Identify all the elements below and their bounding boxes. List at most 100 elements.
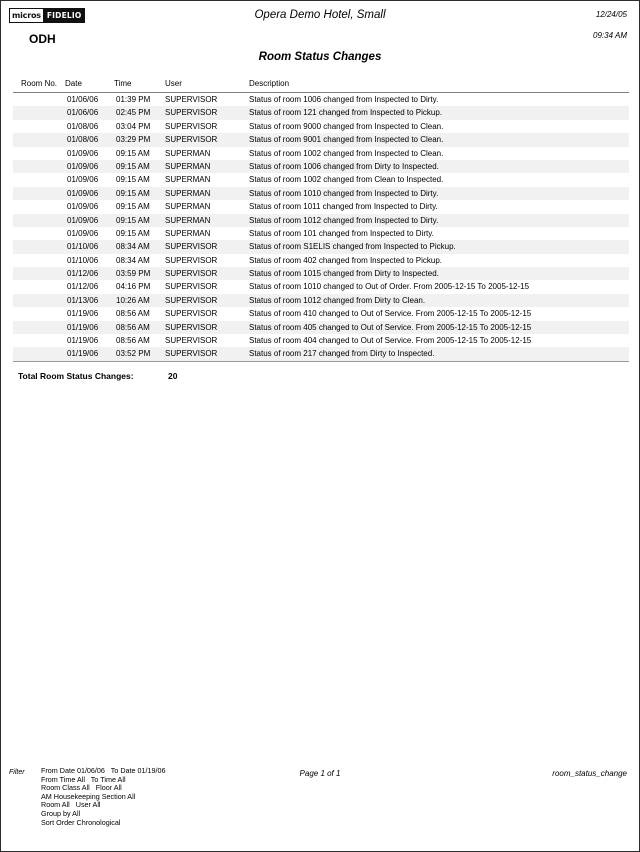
table-row: 01/12/06 03:59 PM SUPERVISOR Status of room… xyxy=(13,267,629,281)
time-cell: 02:45 PM xyxy=(116,108,151,118)
user-cell: SUPERMAN xyxy=(165,161,211,171)
user-cell: SUPERVISOR xyxy=(165,309,218,319)
page-title: Room Status Changes xyxy=(258,51,382,63)
table-row: 01/08/06 03:04 PM SUPERVISOR Status of room… xyxy=(13,120,629,133)
table-row: 01/09/06 09:15 AM SUPERMAN Status of room 1… xyxy=(13,200,629,213)
date-cell: 01/09/06 xyxy=(67,148,99,158)
user-cell: SUPERMAN xyxy=(165,148,211,158)
table-row: 01/10/06 08:34 AM SUPERVISOR Status of room… xyxy=(13,240,629,254)
time-cell: 01:39 PM xyxy=(116,95,151,104)
time-cell: 08:56 AM xyxy=(116,309,150,319)
time-cell: 09:15 AM xyxy=(116,202,150,212)
description-cell: Status of room 1010 changed to Out of Or… xyxy=(249,282,530,292)
report-id: room_status_change xyxy=(552,769,627,778)
table-row: 01/06/06 02:45 PM SUPERVISOR Status of room… xyxy=(13,106,629,120)
table-row: 01/09/06 09:15 AM SUPERMAN Status of room 1… xyxy=(13,227,629,240)
description-cell: Status of room 404 changed to Out of Ser… xyxy=(249,336,532,346)
table-header-row: Room No. Date Time User Description xyxy=(13,79,629,93)
time-cell: 08:56 AM xyxy=(116,336,150,346)
table-row: 01/19/06 08:56 AM SUPERVISOR Status of room… xyxy=(13,307,629,320)
user-cell: SUPERVISOR xyxy=(165,121,218,131)
user-cell: SUPERMAN xyxy=(165,188,211,198)
table-row: 01/09/06 09:15 AM SUPERMAN Status of room 1… xyxy=(13,147,629,160)
description-cell: Status of room 1012 changed from Dirty t… xyxy=(249,295,426,305)
filter-line: Room All User All xyxy=(41,800,101,810)
description-cell: Status of room 1002 changed from Inspect… xyxy=(249,148,444,158)
table-row: 01/09/06 09:15 AM SUPERMAN Status of room 1… xyxy=(13,173,629,186)
table-row: 01/12/06 04:16 PM SUPERVISOR Status of room… xyxy=(13,280,629,293)
page-number: Page 1 of 1 xyxy=(299,769,341,778)
time-cell: 09:15 AM xyxy=(116,161,150,171)
time-cell: 08:34 AM xyxy=(116,255,150,265)
column-header-description: Description xyxy=(249,79,290,88)
user-cell: SUPERVISOR xyxy=(165,295,218,305)
description-cell: Status of room S1ELIS changed from Inspe… xyxy=(249,242,456,252)
column-header-date: Date xyxy=(65,79,82,88)
description-cell: Status of room 405 changed to Out of Ser… xyxy=(249,322,532,332)
report-footer: Filter From Date 01/06/06 To Date 01/19/… xyxy=(1,766,639,833)
logo-micros-text: micros xyxy=(10,9,43,22)
filter-line: From Date 01/06/06 To Date 01/19/06 xyxy=(41,766,166,775)
table-row: 01/19/06 08:56 AM SUPERVISOR Status of room… xyxy=(13,334,629,347)
table-row: 01/09/06 09:15 AM SUPERMAN Status of room 1… xyxy=(13,159,629,174)
micros-fidelio-logo: micros FIDELIO xyxy=(9,8,86,23)
description-cell: Status of room 1006 changed from Inspect… xyxy=(249,95,439,104)
date-cell: 01/12/06 xyxy=(67,269,99,279)
time-cell: 10:26 AM xyxy=(116,295,150,305)
user-cell: SUPERVISOR xyxy=(165,108,218,118)
time-cell: 04:16 PM xyxy=(116,282,151,292)
room-status-table: Room No. Date Time User Description 01/0… xyxy=(13,79,629,362)
time-cell: 09:15 AM xyxy=(116,188,150,198)
date-cell: 01/19/06 xyxy=(67,336,99,346)
print-time: 09:34 AM xyxy=(593,31,627,40)
time-cell: 03:52 PM xyxy=(116,349,151,359)
time-cell: 08:56 AM xyxy=(116,322,150,332)
hotel-name: Opera Demo Hotel, Small xyxy=(254,9,386,21)
filter-line: Room Class All Floor All xyxy=(41,783,122,793)
user-cell: SUPERMAN xyxy=(165,175,211,185)
user-cell: SUPERVISOR xyxy=(165,336,218,346)
description-cell: Status of room 1011 changed from Inspect… xyxy=(249,202,438,212)
date-cell: 01/09/06 xyxy=(67,175,99,185)
date-cell: 01/19/06 xyxy=(67,349,99,359)
filter-label: Filter xyxy=(9,769,25,776)
time-cell: 08:34 AM xyxy=(116,242,150,252)
description-cell: Status of room 101 changed from Inspecte… xyxy=(249,228,434,238)
user-cell: SUPERVISOR xyxy=(165,242,218,252)
description-cell: Status of room 9000 changed from Inspect… xyxy=(249,121,444,131)
filter-line: From Time All To Time All xyxy=(41,774,126,784)
print-date: 12/24/05 xyxy=(595,10,627,19)
date-cell: 01/09/06 xyxy=(67,188,99,198)
column-header-room-no: Room No. xyxy=(21,79,58,88)
property-code: ODH xyxy=(29,32,56,46)
date-cell: 01/10/06 xyxy=(67,255,99,265)
user-cell: SUPERVISOR xyxy=(165,349,218,359)
table-row: 01/13/06 10:26 AM SUPERVISOR Status of room… xyxy=(13,293,629,308)
column-header-time: Time xyxy=(114,79,132,88)
date-cell: 01/13/06 xyxy=(67,295,99,305)
date-cell: 01/19/06 xyxy=(67,309,99,319)
description-cell: Status of room 402 changed from Inspecte… xyxy=(249,255,442,265)
table-row: 01/09/06 09:15 AM SUPERMAN Status of room 1… xyxy=(13,186,629,201)
date-cell: 01/09/06 xyxy=(67,228,99,238)
user-cell: SUPERVISOR xyxy=(165,255,218,265)
date-cell: 01/09/06 xyxy=(67,161,99,171)
date-cell: 01/12/06 xyxy=(67,282,99,292)
description-cell: Status of room 121 changed from Inspecte… xyxy=(249,108,442,118)
user-cell: SUPERMAN xyxy=(165,202,211,212)
description-cell: Status of room 9001 changed from Inspect… xyxy=(249,135,444,145)
table-row: 01/19/06 08:56 AM SUPERVISOR Status of room… xyxy=(13,320,629,335)
time-cell: 03:59 PM xyxy=(116,269,151,279)
date-cell: 01/06/06 xyxy=(67,95,99,104)
table-row: 01/08/06 03:29 PM SUPERVISOR Status of room… xyxy=(13,133,629,147)
description-cell: Status of room 1012 changed from Inspect… xyxy=(249,215,439,225)
date-cell: 01/09/06 xyxy=(67,215,99,225)
table-row: 01/09/06 09:15 AM SUPERMAN Status of room 1… xyxy=(13,213,629,227)
user-cell: SUPERVISOR xyxy=(165,269,218,279)
time-cell: 03:04 PM xyxy=(116,121,151,131)
table-row: 01/06/06 01:39 PM SUPERVISOR Status of room… xyxy=(13,93,629,106)
time-cell: 09:15 AM xyxy=(116,148,150,158)
time-cell: 09:15 AM xyxy=(116,215,150,225)
filter-line: AM Housekeeping Section All xyxy=(41,791,136,801)
